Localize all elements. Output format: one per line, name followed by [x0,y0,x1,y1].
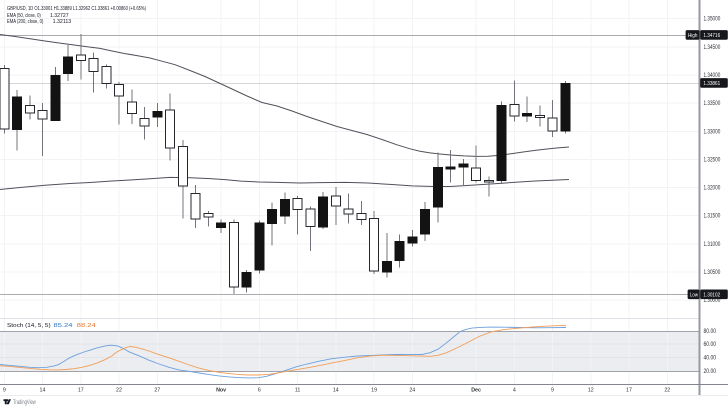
svg-text:12: 12 [588,387,594,393]
svg-text:EMA (200, close, 0): EMA (200, close, 0) [7,19,44,25]
svg-text:1.30000: 1.30000 [704,298,721,304]
svg-text:20.00: 20.00 [704,369,717,375]
svg-text:88.24: 88.24 [77,323,96,329]
svg-text:1.33000: 1.33000 [704,129,721,135]
svg-text:22: 22 [664,387,670,393]
svg-text:1.35000: 1.35000 [704,17,721,23]
svg-text:Nov: Nov [216,387,226,393]
svg-text:EMA (50, close, 0): EMA (50, close, 0) [7,13,41,19]
svg-text:1.32727: 1.32727 [50,13,69,19]
svg-text:1.32113: 1.32113 [53,19,72,25]
svg-text:TradingView: TradingView [13,399,36,406]
svg-text:24: 24 [409,387,415,393]
svg-text:9: 9 [3,387,6,393]
svg-text:6: 6 [258,387,261,393]
svg-text:14: 14 [40,387,46,393]
svg-text:80.00: 80.00 [704,329,717,335]
svg-text:High: High [688,33,697,39]
svg-text:1.34500: 1.34500 [704,45,721,51]
svg-text:14: 14 [333,387,339,393]
svg-text:1.31500: 1.31500 [704,214,721,220]
svg-text:1.34716: 1.34716 [703,33,720,39]
svg-text:4: 4 [513,387,516,393]
svg-text:9: 9 [551,387,554,393]
svg-text:60.00: 60.00 [704,342,717,348]
svg-text:1.33500: 1.33500 [704,101,721,107]
svg-text:1.30102: 1.30102 [703,292,720,298]
svg-text:27: 27 [154,387,160,393]
svg-text:22: 22 [116,387,122,393]
svg-text:1.33861: 1.33861 [703,81,720,87]
svg-text:Dec: Dec [471,387,481,393]
svg-text:1.30500: 1.30500 [704,270,721,276]
svg-text:Low: Low [690,292,699,298]
svg-text:40.00: 40.00 [704,356,717,362]
svg-text:1.32500: 1.32500 [704,157,721,163]
svg-text:Stoch (14, 5, 5): Stoch (14, 5, 5) [7,323,51,329]
svg-text:GBP/USD, 1D O1.33001 H1.3388: GBP/USD, 1D O1.33001 H1.33889 L1.32962 C… [7,6,146,12]
svg-text:1.34000: 1.34000 [704,73,721,79]
svg-text:1.32000: 1.32000 [704,186,721,192]
svg-text:1.31000: 1.31000 [704,242,721,248]
svg-text:19: 19 [371,387,377,393]
svg-text:85.24: 85.24 [54,323,73,329]
svg-text:17: 17 [626,387,632,393]
svg-text:11: 11 [295,387,301,393]
svg-text:17: 17 [78,387,84,393]
